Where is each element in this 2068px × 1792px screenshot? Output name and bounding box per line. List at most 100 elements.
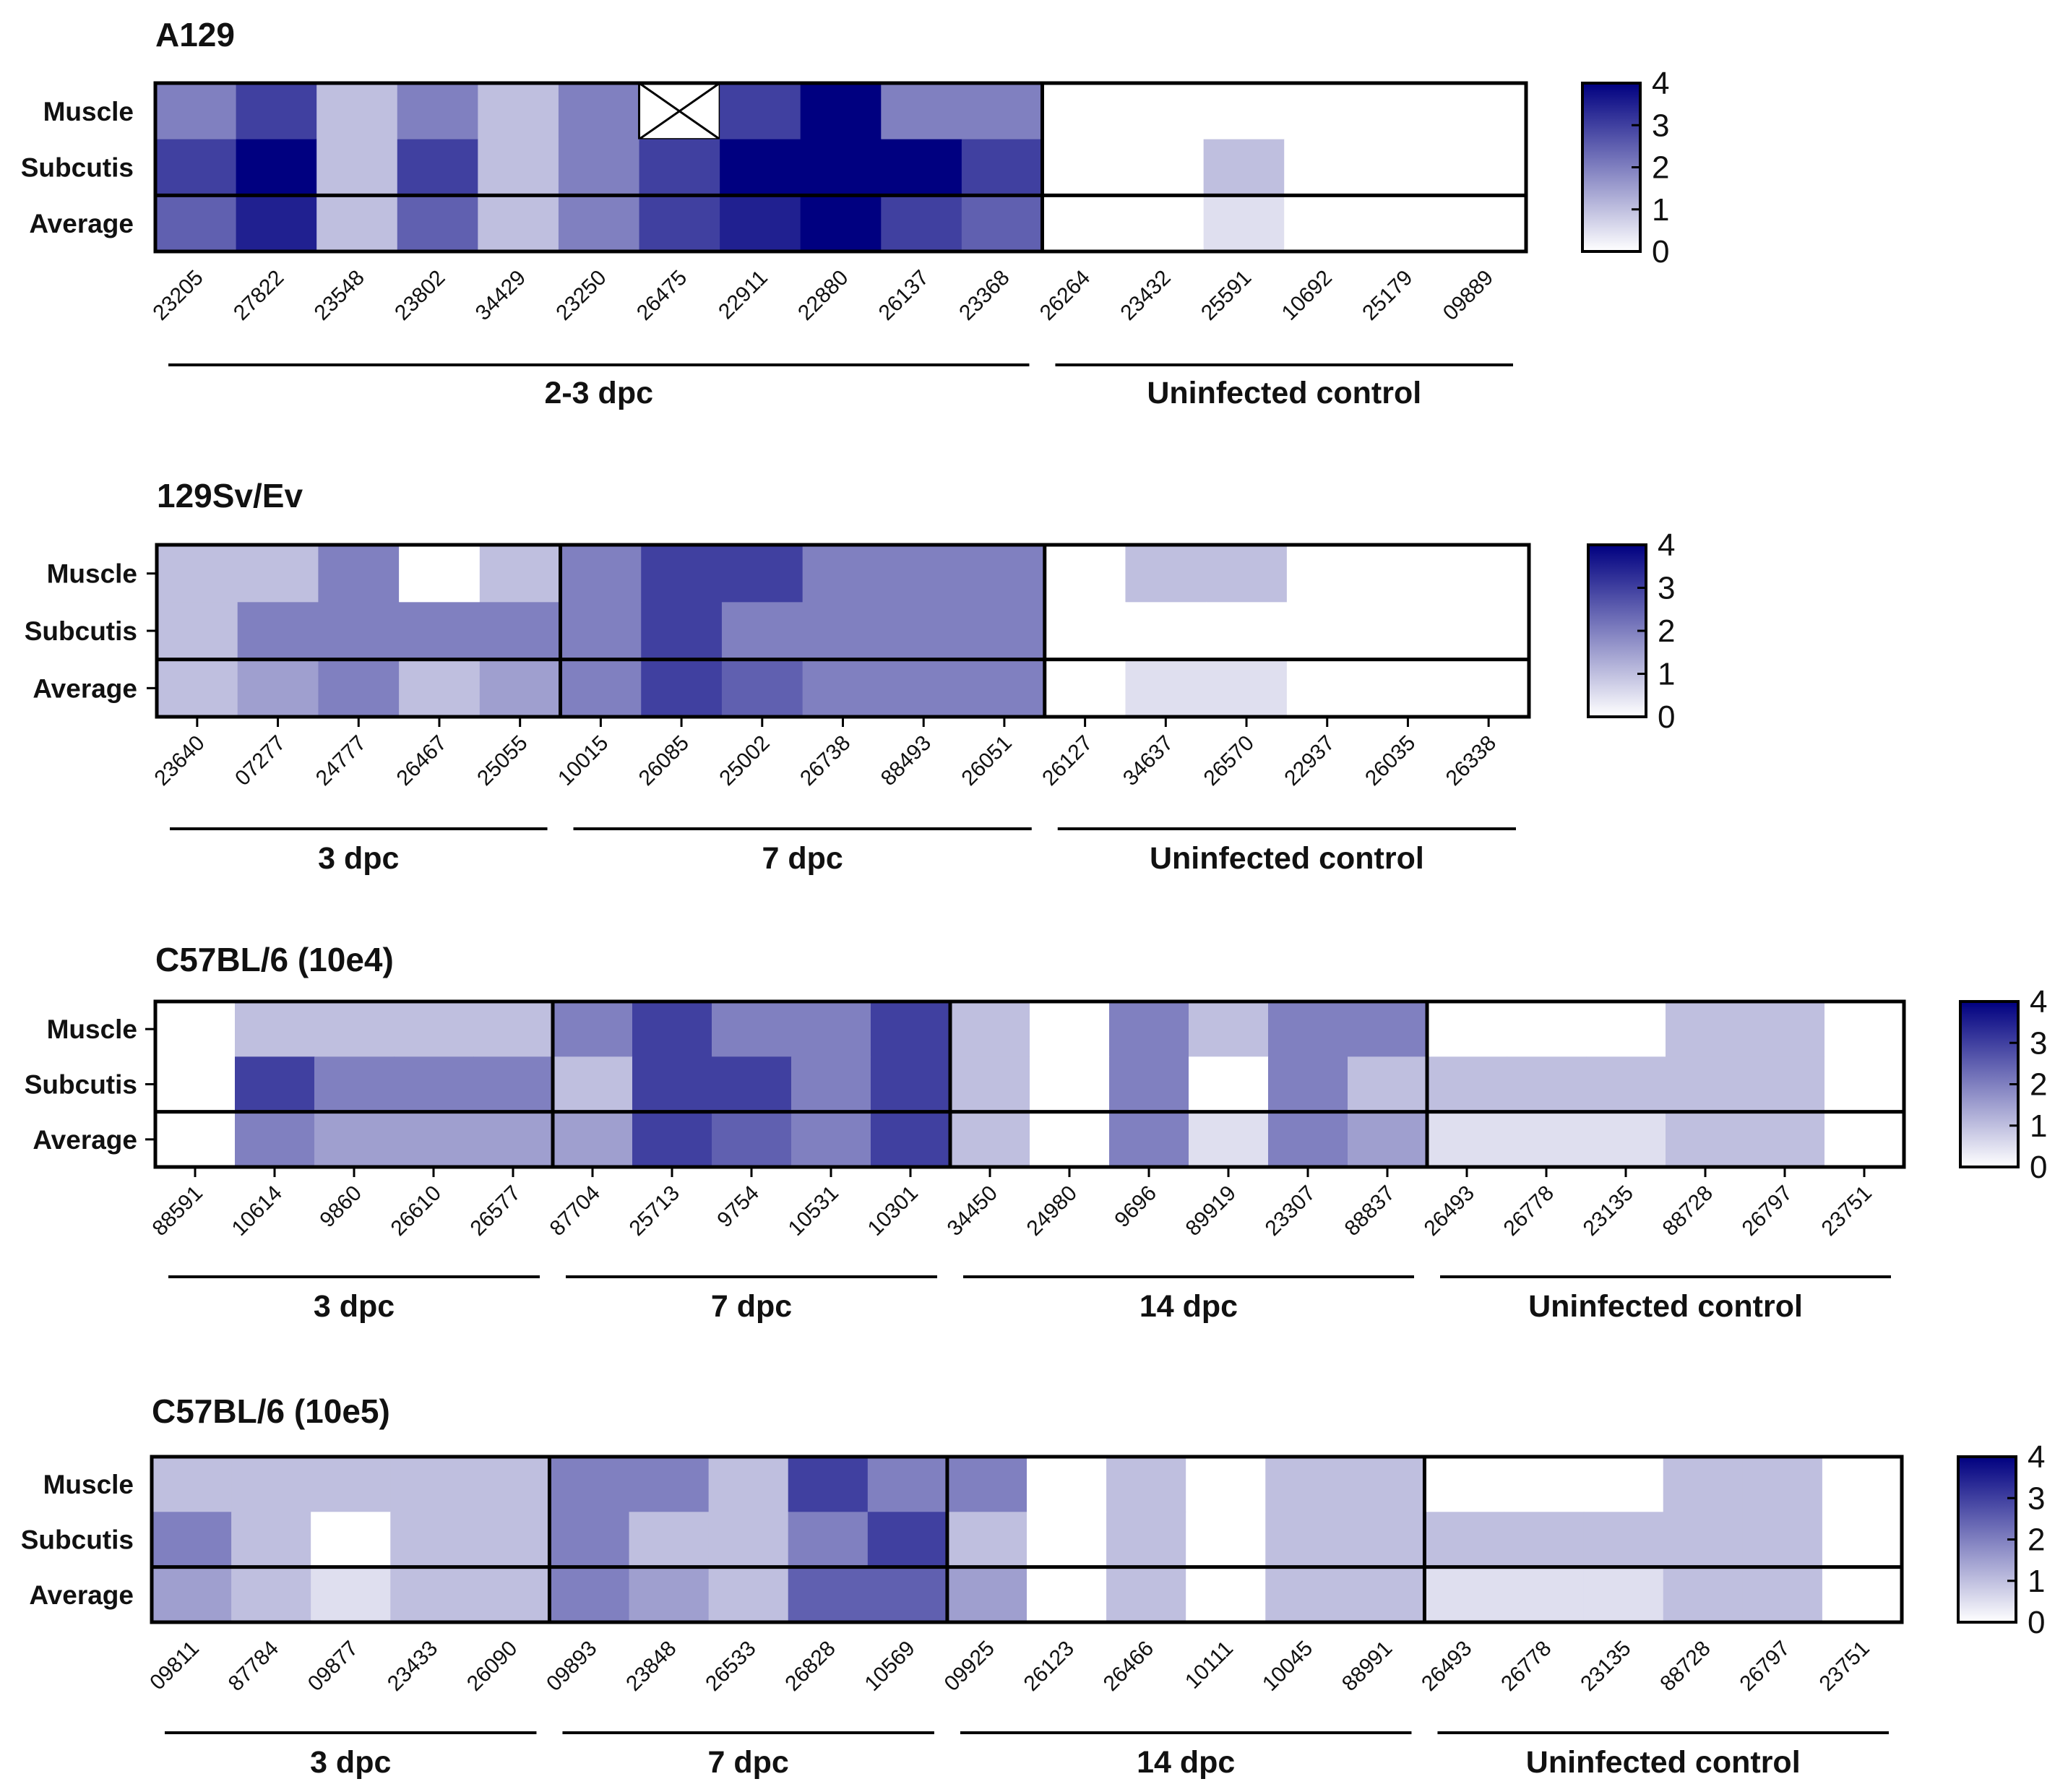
color-scale-label: 0	[2030, 1150, 2047, 1185]
sample-label-23250: 23250	[551, 266, 611, 325]
heatmap-cell-average-09877	[311, 1567, 391, 1623]
heatmap-cell-muscle-23640	[157, 545, 238, 603]
heatmap-cell-muscle-09877	[311, 1457, 391, 1512]
sample-label-09877: 09877	[303, 1637, 363, 1696]
heatmap-cell-subcutis-23848	[629, 1512, 710, 1568]
heatmap-cell-subcutis-27822	[236, 139, 317, 196]
heatmap-cell-muscle-23548	[316, 83, 398, 140]
sample-label-23433: 23433	[383, 1637, 442, 1696]
heatmap-cell-subcutis-10045	[1265, 1512, 1345, 1568]
heatmap-cell-subcutis-26493	[1424, 1512, 1505, 1568]
heatmap-cell-average-9696	[1109, 1111, 1189, 1168]
heatmap-panel-1: A129 Muscle Subcutis Average 23205 27822 23548…	[21, 16, 1670, 410]
heatmap-cell-muscle-88728	[1663, 1457, 1744, 1512]
sample-label-25591: 25591	[1197, 266, 1256, 325]
heatmap-cell-subcutis-23135	[1583, 1512, 1664, 1568]
heatmap-cell-subcutis-34429	[478, 139, 559, 196]
sample-label-09889: 09889	[1439, 266, 1498, 325]
group-label-14-dpc: 14 dpc	[1137, 1745, 1235, 1780]
heatmap-cell-subcutis-23751	[1824, 1056, 1905, 1113]
heatmap-cell-subcutis-26123	[1027, 1512, 1107, 1568]
heatmap-cell-subcutis-23135	[1586, 1056, 1666, 1113]
color-scale-bar	[1581, 82, 1642, 253]
sample-label-27822: 27822	[229, 266, 288, 325]
group-label-uninfected-control: Uninfected control	[1526, 1745, 1801, 1780]
heatmap-cell-subcutis-26533	[708, 1512, 789, 1568]
sample-label-09925: 09925	[940, 1637, 999, 1696]
row-label-muscle: Muscle	[43, 97, 134, 126]
heatmap-cell-subcutis-88591	[155, 1056, 236, 1113]
sample-label-26338: 26338	[1442, 731, 1501, 791]
heatmap-cell-muscle-88493	[883, 545, 965, 603]
heatmap-cell-muscle-26493	[1427, 1001, 1507, 1057]
group-label-2-3-dpc: 2-3 dpc	[544, 376, 653, 410]
heatmap-cell-average-26533	[708, 1567, 789, 1623]
sample-label-22937: 22937	[1280, 731, 1339, 791]
heatmap-cell-muscle-26264	[1042, 83, 1124, 140]
heatmap-cell-muscle-23135	[1583, 1457, 1664, 1512]
color-scale-label: 2	[2030, 1067, 2047, 1103]
heatmap-cell-subcutis-26467	[399, 602, 481, 660]
sample-label-34450: 34450	[943, 1181, 1002, 1241]
heatmap-cell-subcutis-23433	[390, 1512, 470, 1568]
color-scale-label: 2	[1658, 613, 1675, 649]
color-scale-bar	[1587, 543, 1647, 718]
heatmap-cell-average-22880	[800, 195, 882, 252]
heatmap-cell-subcutis-26797	[1745, 1056, 1825, 1113]
group-label-3-dpc: 3 dpc	[314, 1289, 395, 1324]
heatmap-cell-average-23432	[1123, 195, 1205, 252]
heatmap-cell-subcutis-10569	[867, 1512, 948, 1568]
heatmap-cell-subcutis-22911	[720, 139, 801, 196]
heatmap-cell-average-23548	[316, 195, 398, 252]
heatmap-cell-muscle-10015	[560, 545, 642, 603]
heatmap-cell-average-26577	[473, 1111, 553, 1168]
sample-label-26828: 26828	[780, 1637, 840, 1696]
heatmap-cell-muscle-26466	[1106, 1457, 1186, 1512]
sample-label-23205: 23205	[148, 266, 207, 325]
sample-label-23802: 23802	[390, 266, 449, 325]
heatmap-cell-muscle-09889	[1445, 83, 1527, 140]
sample-label-10015: 10015	[553, 731, 613, 791]
heatmap-cell-average-9860	[314, 1111, 395, 1168]
color-scale-label: 3	[1658, 571, 1675, 606]
row-label-subcutis: Subcutis	[21, 153, 134, 183]
color-scale-label: 4	[1652, 66, 1669, 101]
sample-label-10045: 10045	[1258, 1637, 1317, 1696]
sample-label-23135: 23135	[1576, 1637, 1635, 1696]
heatmap-cell-muscle-26797	[1742, 1457, 1823, 1512]
heatmap-cell-muscle-26085	[641, 545, 723, 603]
color-scale-label: 3	[2028, 1481, 2045, 1516]
sample-label-88991: 88991	[1337, 1637, 1397, 1696]
row-label-average: Average	[33, 673, 137, 703]
sample-label-10531: 10531	[784, 1181, 843, 1241]
heatmap-cell-average-88493	[883, 659, 965, 718]
sample-label-24777: 24777	[311, 731, 371, 791]
heatmap-cell-average-10692	[1284, 195, 1366, 252]
heatmap-cell-average-10045	[1265, 1567, 1345, 1623]
heatmap-cell-muscle-10692	[1284, 83, 1366, 140]
sample-label-23751: 23751	[1817, 1181, 1877, 1241]
heatmap-cell-average-88591	[155, 1111, 236, 1168]
heatmap-cell-average-26090	[470, 1567, 551, 1623]
heatmap-cell-subcutis-23751	[1822, 1512, 1903, 1568]
group-label-14-dpc: 14 dpc	[1139, 1289, 1238, 1324]
color-scale-label: 0	[1658, 699, 1675, 735]
heatmap-cell-muscle-26123	[1027, 1457, 1107, 1512]
heatmap-cell-average-23640	[157, 659, 238, 718]
heatmap-cell-subcutis-9754	[712, 1056, 792, 1113]
sample-label-22880: 22880	[793, 266, 853, 325]
heatmap-cell-muscle-26778	[1507, 1001, 1587, 1057]
heatmap-cell-subcutis-26475	[639, 139, 720, 196]
heatmap-cell-subcutis-09925	[947, 1512, 1027, 1568]
heatmap-cell-subcutis-10531	[791, 1056, 871, 1113]
heatmap-cell-subcutis-23307	[1268, 1056, 1348, 1113]
panel-title: 129Sv/Ev	[157, 477, 303, 514]
sample-label-88728: 88728	[1655, 1637, 1715, 1696]
heatmap-cell-muscle-23368	[961, 83, 1043, 140]
heatmap-cell-muscle-23307	[1268, 1001, 1348, 1057]
heatmap-cell-subcutis-26338	[1448, 602, 1530, 660]
heatmap-panel-2: 129Sv/Ev Muscle Subcutis Average 23640 07277 2…	[25, 477, 1676, 876]
heatmap-cell-average-23135	[1583, 1567, 1664, 1623]
heatmap-cell-average-23433	[390, 1567, 470, 1623]
heatmap-cell-average-87784	[231, 1567, 311, 1623]
